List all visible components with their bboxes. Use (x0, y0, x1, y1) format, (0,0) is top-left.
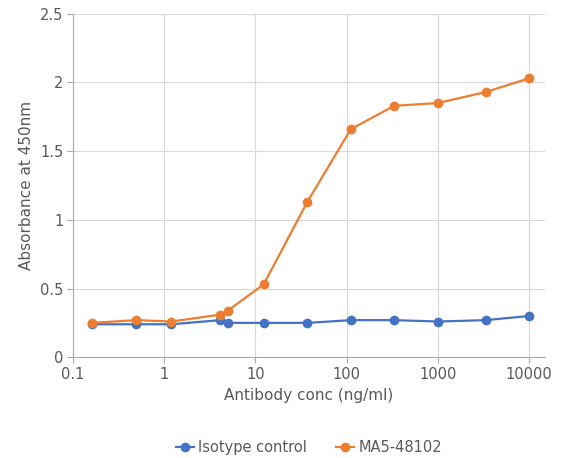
Isotype control (482, 317, 489, 323)
MA5-48102 (225, 308, 232, 313)
MA5-48102 (304, 199, 311, 205)
Isotype control (88, 322, 95, 327)
Isotype control (168, 322, 175, 327)
Isotype control (434, 319, 441, 324)
Isotype control (304, 320, 311, 326)
MA5-48102 (525, 76, 532, 81)
X-axis label: Antibody conc (ng/ml): Antibody conc (ng/ml) (224, 387, 394, 403)
Isotype control (260, 320, 267, 326)
MA5-48102 (434, 100, 441, 106)
Isotype control (217, 317, 224, 323)
Isotype control (225, 320, 232, 326)
MA5-48102 (260, 282, 267, 287)
Isotype control (391, 317, 398, 323)
MA5-48102 (168, 319, 175, 324)
Y-axis label: Absorbance at 450nm: Absorbance at 450nm (20, 101, 34, 270)
Isotype control (347, 317, 354, 323)
MA5-48102 (391, 103, 398, 109)
MA5-48102 (347, 126, 354, 132)
Isotype control (525, 313, 532, 319)
MA5-48102 (133, 317, 139, 323)
MA5-48102 (482, 89, 489, 95)
MA5-48102 (217, 312, 224, 317)
Line: MA5-48102: MA5-48102 (88, 74, 533, 327)
Isotype control (133, 322, 139, 327)
Line: Isotype control: Isotype control (88, 312, 533, 328)
MA5-48102 (88, 320, 95, 326)
Legend: Isotype control, MA5-48102: Isotype control, MA5-48102 (176, 440, 442, 455)
